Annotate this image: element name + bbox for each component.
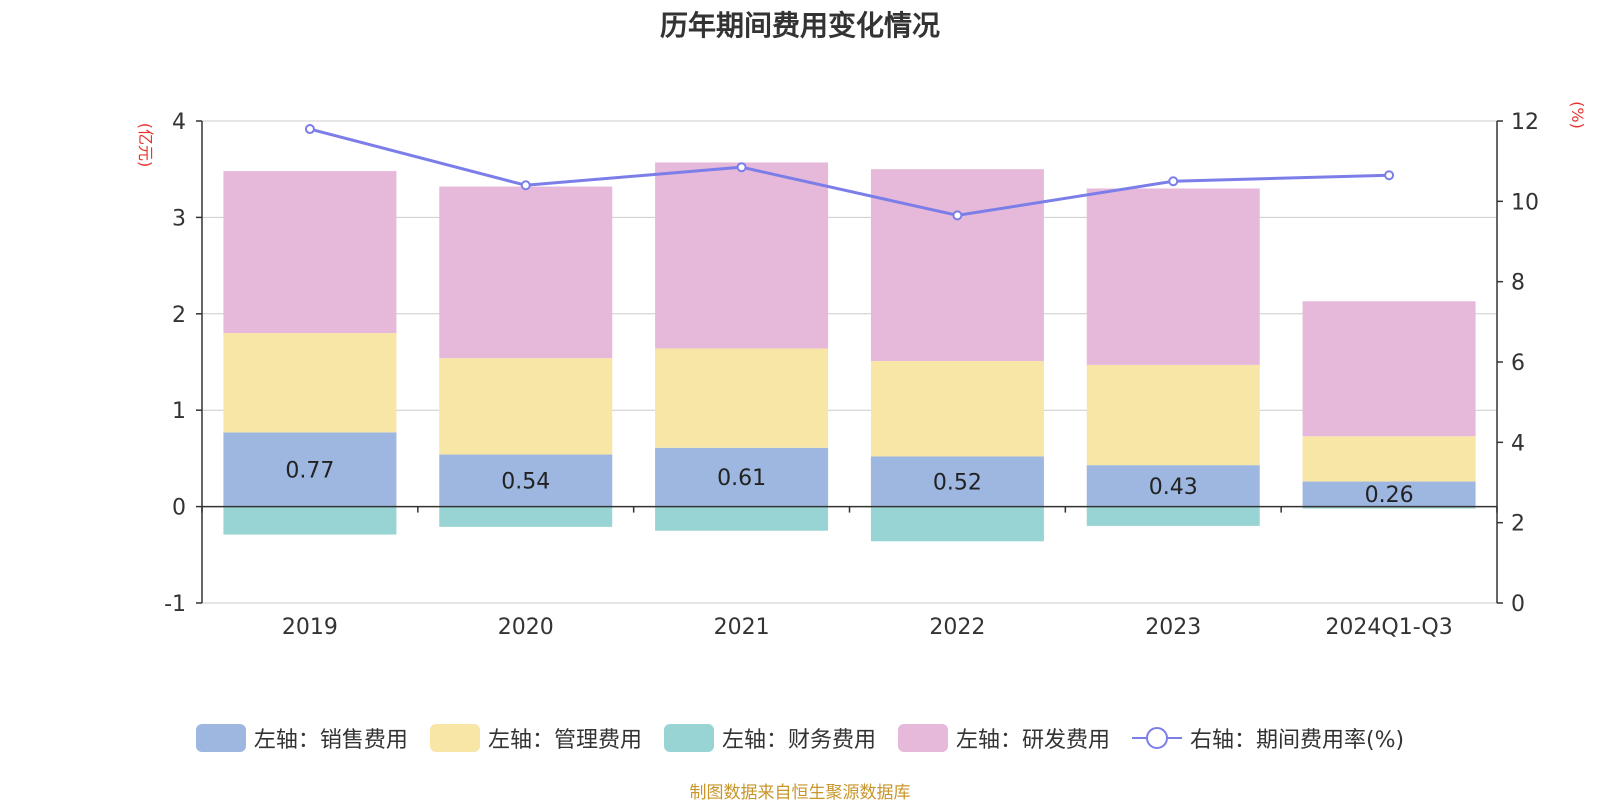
bar-finance-2021 <box>655 506 829 531</box>
bar-admin-2024Q1-Q3 <box>1302 436 1476 482</box>
bar-rnd-2022 <box>870 169 1044 362</box>
bar-rnd-2019 <box>223 171 397 334</box>
y-right-tick-label: 2 <box>1511 512 1525 537</box>
legend-item-admin[interactable]: 左轴：管理费用 <box>429 722 642 754</box>
bar-rnd-2020 <box>439 186 613 359</box>
legend-label-admin: 左轴：管理费用 <box>487 728 642 753</box>
bar-admin-2021 <box>655 348 829 448</box>
data-label-sales: 0.52 <box>933 471 982 496</box>
rate-point-2024Q1-Q3 <box>1384 170 1395 181</box>
legend-label-sales: 左轴：销售费用 <box>253 728 408 753</box>
y-right-axis-title: (%) <box>1568 101 1587 129</box>
legend-item-rnd[interactable]: 左轴：研发费用 <box>897 722 1110 754</box>
y-left-axis-title: (亿元) <box>136 123 155 168</box>
bar-sales-2021 <box>655 447 829 507</box>
bar-admin-2020 <box>439 358 613 455</box>
bar-rnd-2023 <box>1086 188 1260 365</box>
y-right-tick-label: 6 <box>1511 351 1525 376</box>
x-tick-label: 2019 <box>282 615 338 640</box>
bar-rnd-2021 <box>655 162 829 349</box>
bar-finance-2024Q1-Q3 <box>1302 506 1476 509</box>
bar-admin-2022 <box>870 361 1044 457</box>
legend-item-sales[interactable]: 左轴：销售费用 <box>195 722 408 754</box>
data-label-sales: 0.77 <box>285 458 334 483</box>
legend-line-marker-icon <box>1131 724 1182 752</box>
data-source-note: 制图数据来自恒生聚源数据库 <box>689 783 911 803</box>
y-left-tick-label: 2 <box>172 303 186 328</box>
legend-swatch-admin <box>429 724 480 752</box>
rate-point-2019 <box>304 124 315 135</box>
y-left-tick-label: -1 <box>164 592 186 617</box>
y-right-tick-label: 4 <box>1511 431 1525 456</box>
y-right-tick-label: 12 <box>1511 110 1539 135</box>
bar-admin-2023 <box>1086 364 1260 466</box>
legend-label-rate: 右轴：期间费用率(%) <box>1189 728 1405 753</box>
legend-swatch-sales <box>195 724 246 752</box>
legend-label-rnd: 左轴：研发费用 <box>955 728 1110 753</box>
legend-swatch-finance <box>663 724 714 752</box>
legend-item-rate[interactable]: 右轴：期间费用率(%) <box>1131 722 1405 754</box>
rate-line <box>309 127 1390 217</box>
legend: 左轴：销售费用 左轴：管理费用 左轴：财务费用 左轴：研发费用 右轴：期间费用率… <box>0 722 1600 754</box>
legend-label-finance: 左轴：财务费用 <box>721 728 876 753</box>
legend-swatch-rnd <box>897 724 948 752</box>
bar-sales-2020 <box>439 454 613 507</box>
y-left-tick-label: 1 <box>172 399 186 424</box>
x-tick-label: 2024Q1-Q3 <box>1325 615 1452 640</box>
rate-point-2023 <box>1168 176 1179 187</box>
y-right-tick-label: 0 <box>1511 592 1525 617</box>
x-tick-label: 2020 <box>498 615 554 640</box>
legend-item-finance[interactable]: 左轴：财务费用 <box>663 722 876 754</box>
data-label-sales: 0.61 <box>717 466 766 491</box>
data-label-sales: 0.26 <box>1365 483 1414 508</box>
rate-point-2020 <box>520 180 531 191</box>
rate-point-2021 <box>736 162 747 173</box>
bar-finance-2023 <box>1086 506 1260 526</box>
y-left-tick-label: 3 <box>172 206 186 231</box>
bar-finance-2019 <box>223 506 397 535</box>
x-tick-label: 2022 <box>929 615 985 640</box>
bar-rnd-2024Q1-Q3 <box>1302 301 1476 437</box>
y-left-tick-label: 0 <box>172 496 186 521</box>
data-label-sales: 0.54 <box>501 470 550 495</box>
bar-sales-2023 <box>1086 465 1260 507</box>
y-right-tick-label: 10 <box>1511 190 1539 215</box>
x-tick-label: 2021 <box>714 615 770 640</box>
bar-sales-2024Q1-Q3 <box>1302 481 1476 507</box>
bar-admin-2019 <box>223 333 397 433</box>
y-right-tick-label: 8 <box>1511 271 1525 296</box>
bar-finance-2022 <box>870 506 1044 542</box>
y-left-tick-label: 4 <box>172 110 186 135</box>
data-label-sales: 0.43 <box>1149 475 1198 500</box>
bar-sales-2019 <box>223 432 397 507</box>
chart-title: 历年期间费用变化情况 <box>659 9 940 42</box>
bar-sales-2022 <box>870 456 1044 507</box>
rate-point-2022 <box>952 210 963 221</box>
bar-finance-2020 <box>439 506 613 527</box>
x-tick-label: 2023 <box>1145 615 1201 640</box>
